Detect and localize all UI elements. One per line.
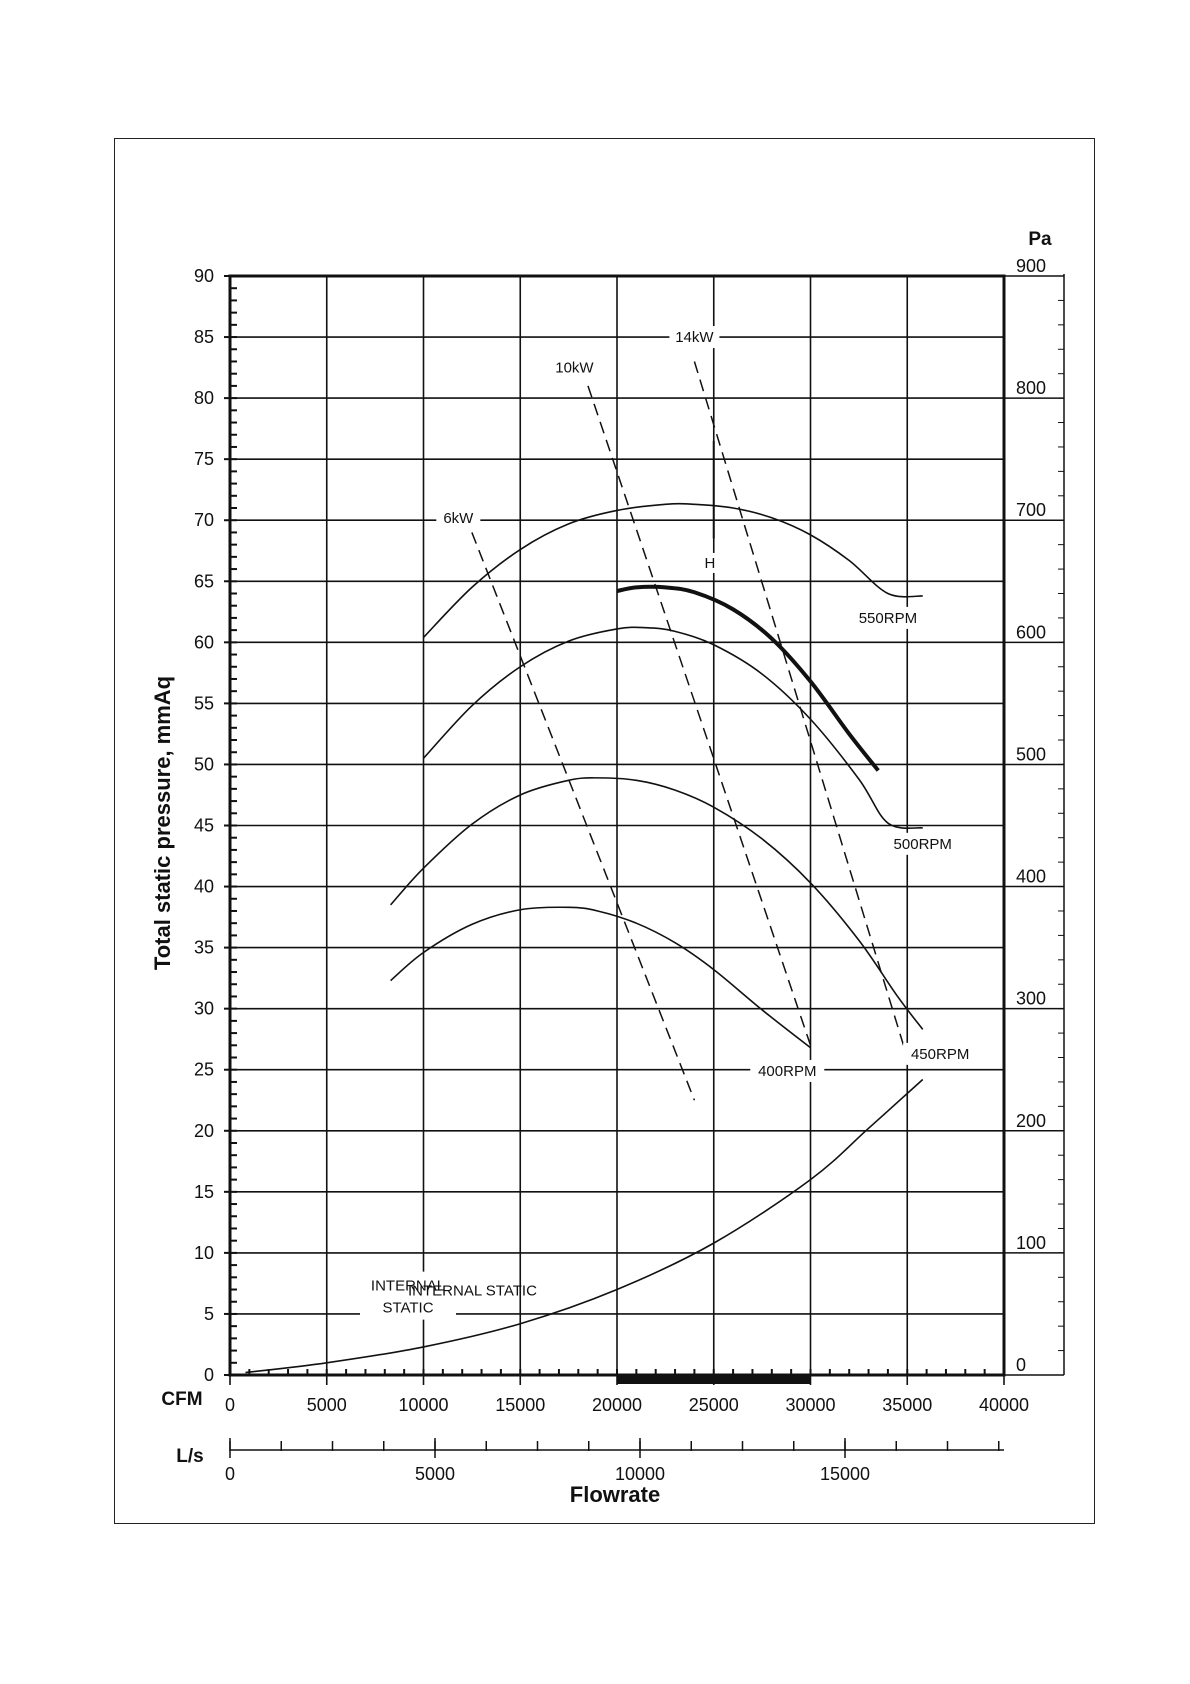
y-tick-label: 80	[194, 388, 214, 408]
series-label-550rpm: 550RPM	[859, 610, 917, 627]
page-frame	[114, 138, 1095, 1524]
y-tick-label: 75	[194, 449, 214, 469]
ls-tick-label: 10000	[615, 1464, 665, 1484]
series-label-6kw: 6kW	[443, 510, 474, 527]
label-bg	[549, 356, 600, 379]
curve-14kw	[693, 361, 908, 1058]
y-tick-label: 55	[194, 693, 214, 713]
label-bg	[699, 552, 720, 573]
label-bg	[850, 606, 925, 629]
pa-unit-label: Pa	[1028, 229, 1052, 250]
series-label-400rpm: 400RPM	[758, 1063, 816, 1080]
series-label-static: STATIC	[382, 1300, 433, 1317]
x-tick-label: 25000	[689, 1395, 739, 1415]
label-bg	[750, 1059, 825, 1082]
curve-h	[616, 584, 880, 772]
y-tick-label: 5	[204, 1304, 214, 1324]
label-bg	[436, 506, 481, 529]
series-label-10kw: 10kW	[555, 360, 594, 377]
grid	[224, 274, 1065, 1451]
minor-ticks	[229, 287, 1064, 1458]
curve-500rpm	[422, 626, 923, 830]
y2-tick-label: 500	[1016, 744, 1046, 764]
range-bar	[617, 1374, 811, 1384]
x-tick-label: 35000	[882, 1395, 932, 1415]
label-bg	[669, 326, 720, 349]
labels: 0510152025303540455055606570758085900100…	[194, 256, 1046, 1484]
y-axis-title: Total static pressure, mmAq	[150, 676, 175, 970]
y2-tick-label: 300	[1016, 989, 1046, 1009]
y2-tick-label: 900	[1016, 256, 1046, 276]
curves	[245, 361, 924, 1374]
y2-tick-label: 700	[1016, 500, 1046, 520]
y-tick-label: 70	[194, 510, 214, 530]
y-tick-label: 60	[194, 632, 214, 652]
series-label-full: INTERNAL STATIC	[408, 1283, 537, 1300]
y-tick-label: 40	[194, 877, 214, 897]
label-bg	[903, 1042, 978, 1065]
series-label-450rpm: 450RPM	[911, 1046, 969, 1063]
x-tick-label: 10000	[398, 1395, 448, 1415]
label-bg	[885, 832, 960, 855]
y2-tick-label: 200	[1016, 1111, 1046, 1131]
curve-450rpm	[390, 777, 924, 1030]
y2-tick-label: 100	[1016, 1233, 1046, 1253]
curve-400rpm	[390, 906, 811, 1049]
y-tick-label: 85	[194, 327, 214, 347]
y-tick-label: 90	[194, 266, 214, 286]
y-tick-label: 0	[204, 1365, 214, 1385]
curve-internal-static	[245, 1078, 924, 1374]
series-label-h: H	[704, 555, 715, 572]
ls-tick-label: 0	[225, 1464, 235, 1484]
y-tick-label: 65	[194, 571, 214, 591]
label-bg	[360, 1271, 457, 1320]
y-tick-label: 10	[194, 1243, 214, 1263]
x-tick-label: 40000	[979, 1395, 1029, 1415]
series-label-internal: INTERNAL	[371, 1278, 445, 1295]
y-tick-label: 35	[194, 938, 214, 958]
y-tick-label: 15	[194, 1182, 214, 1202]
y2-tick-label: 400	[1016, 867, 1046, 887]
y-tick-label: 25	[194, 1060, 214, 1080]
y-tick-label: 30	[194, 999, 214, 1019]
ls-tick-label: 15000	[820, 1464, 870, 1484]
y2-tick-label: 0	[1016, 1355, 1026, 1375]
series-label-500rpm: 500RPM	[894, 836, 952, 853]
ls-unit-label: L/s	[176, 1446, 203, 1467]
curve-10kw	[587, 385, 812, 1046]
x-axis-title: Flowrate	[570, 1482, 660, 1507]
y2-tick-label: 800	[1016, 378, 1046, 398]
y-tick-label: 50	[194, 754, 214, 774]
y2-tick-label: 600	[1016, 622, 1046, 642]
y-tick-label: 45	[194, 816, 214, 836]
cfm-unit-label: CFM	[161, 1389, 202, 1410]
x-tick-label: 5000	[307, 1395, 347, 1415]
curve-550rpm	[422, 502, 923, 639]
x-tick-label: 20000	[592, 1395, 642, 1415]
x-tick-label: 15000	[495, 1395, 545, 1415]
ls-tick-label: 5000	[415, 1464, 455, 1484]
curve-6kw	[471, 532, 696, 1101]
x-tick-label: 30000	[785, 1395, 835, 1415]
x-tick-label: 0	[225, 1395, 235, 1415]
y-tick-label: 20	[194, 1121, 214, 1141]
series-label-14kw: 14kW	[675, 329, 714, 346]
